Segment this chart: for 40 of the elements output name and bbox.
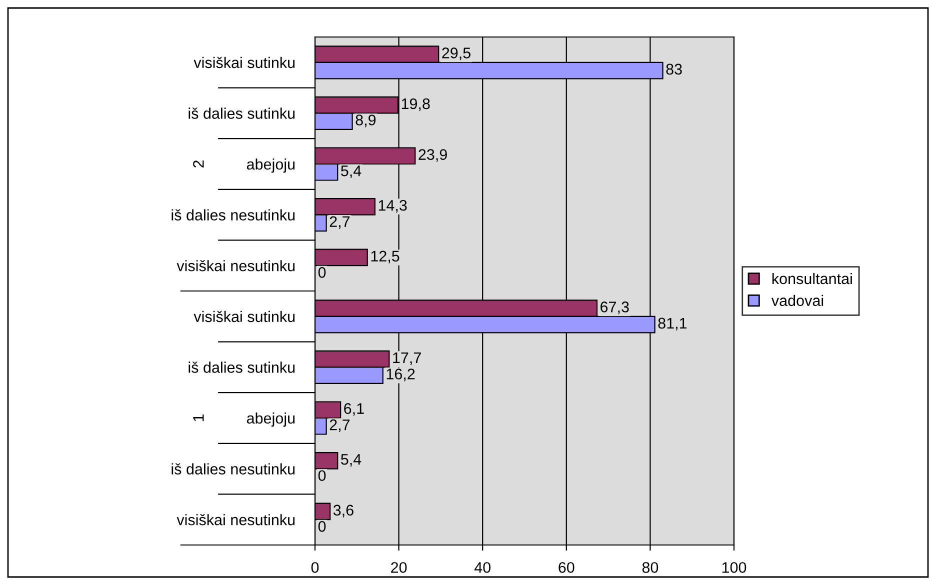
data-label: 81,1 [658,318,687,330]
y-tick-label: abejoju [246,412,295,427]
data-label: 6,1 [344,403,364,416]
text: 2 [193,160,204,168]
data-label: 2,7 [330,419,350,432]
y-tick-label: visiškai sutinku [194,56,295,68]
x-tick-label: 40 [474,562,490,573]
x-tick-label: 80 [642,562,658,573]
y-tick-label: abejoju [246,158,295,173]
data-label: 2,7 [330,216,350,229]
y-tick-label: iš dalies nesutinku [172,209,295,220]
data-label: 83 [666,64,682,75]
data-label: 14,3 [378,200,407,213]
data-label: 0 [318,267,326,278]
data-label: 23,9 [418,149,447,162]
legend-label: konsultantai [772,272,852,284]
x-tick-label: 20 [391,562,407,573]
data-label: 29,5 [442,48,470,60]
data-label: 19,8 [402,98,430,111]
x-tick-label: 60 [558,562,574,573]
y-tick-label: iš dalies sutinku [188,362,295,373]
y-tick-label: iš dalies sutinku [188,108,295,119]
legend-label: vadovai [771,294,824,306]
data-label: 67,3 [600,302,629,314]
text: 1 [193,414,204,422]
data-label: 0 [318,470,326,482]
data-label: 12,5 [371,250,400,264]
data-label: 8,9 [356,114,376,128]
y-tick-label: iš dalies nesutinku [172,463,295,474]
data-label: 3,6 [333,504,354,518]
data-label: 5,4 [341,166,362,178]
x-tick-label: 100 [722,562,746,573]
data-label: 0 [318,521,326,532]
data-label: 5,4 [341,454,362,467]
y-tick-label: visiškai sutinku [194,310,295,322]
y-tick-label: visiškai nesutinku [176,514,295,526]
data-label: 16,2 [386,368,415,382]
data-label: 17,7 [393,352,421,365]
x-tick-label: 0 [311,562,319,573]
y-tick-label: visiškai nesutinku [176,260,295,272]
